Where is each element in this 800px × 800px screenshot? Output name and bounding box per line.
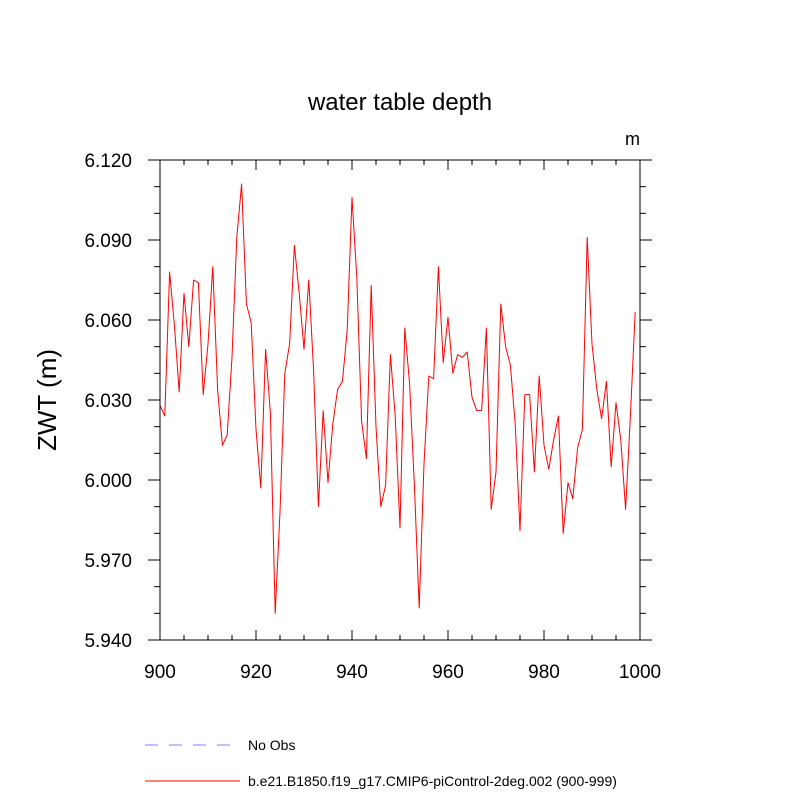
x-tick-label: 940 (336, 662, 368, 683)
x-tick-label: 960 (432, 662, 464, 683)
legend-label-model: b.e21.B1850.f19_g17.CMIP6-piControl-2deg… (248, 773, 617, 789)
y-tick-label: 5.940 (84, 631, 132, 652)
plot-area (159, 183, 636, 614)
legend: No Obs b.e21.B1850.f19_g17.CMIP6-piContr… (145, 737, 617, 789)
y-tick-label: 6.000 (84, 471, 132, 492)
y-tick-label: 6.030 (84, 391, 132, 412)
axes: 900 920 940 960 980 1000 5.940 5.970 6.000 6.030 6… (84, 151, 661, 683)
legend-label-no-obs: No Obs (248, 737, 295, 753)
x-tick-label: 920 (240, 662, 272, 683)
x-tick-label: 1000 (619, 662, 661, 683)
y-tick-label: 6.120 (84, 151, 132, 172)
units-label: m (625, 129, 640, 149)
x-tick-label: 900 (144, 662, 176, 683)
y-tick-label: 5.970 (84, 551, 132, 572)
y-tick-label: 6.060 (84, 311, 132, 332)
series-line-model (159, 183, 636, 614)
y-axis-label: ZWT (m) (32, 349, 62, 451)
x-tick-label: 980 (528, 662, 560, 683)
y-tick-label: 6.090 (84, 231, 132, 252)
chart-title: water table depth (307, 89, 492, 116)
